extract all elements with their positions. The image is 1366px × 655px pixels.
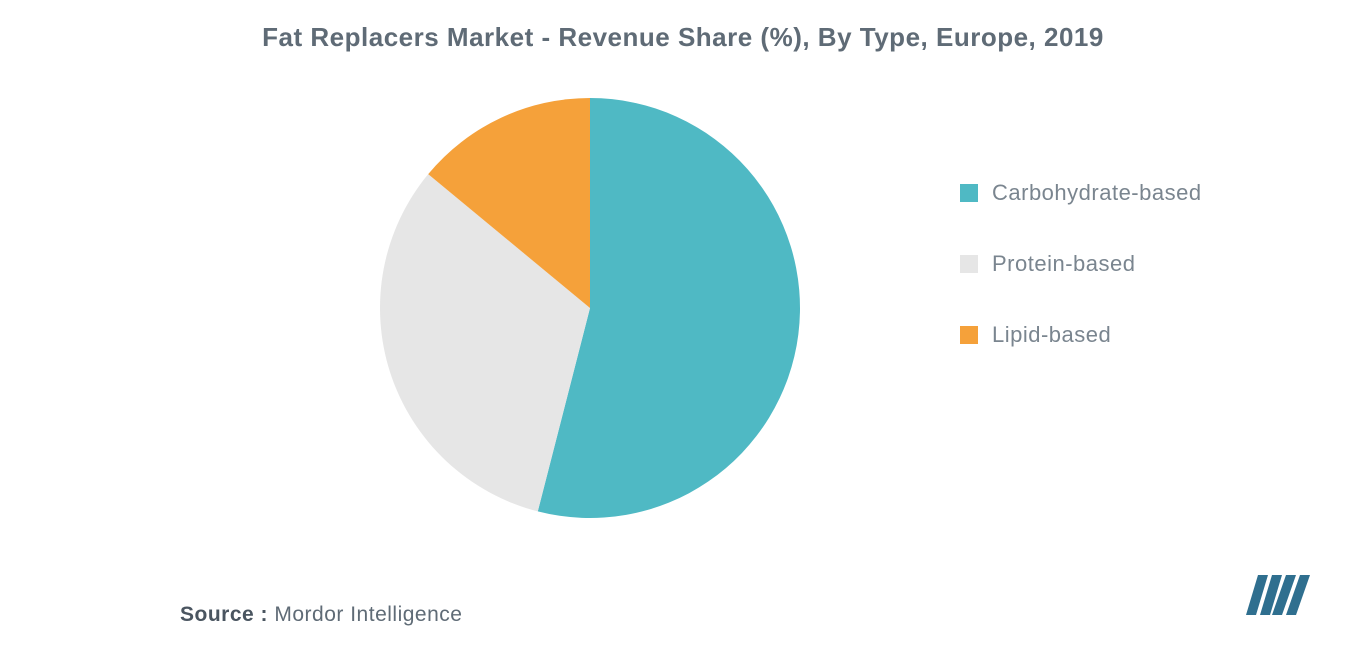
legend-item: Protein-based: [960, 251, 1202, 277]
source-key: Source :: [180, 603, 268, 626]
chart-title: Fat Replacers Market - Revenue Share (%)…: [0, 0, 1366, 53]
legend-item: Lipid-based: [960, 322, 1202, 348]
pie-chart: [378, 96, 802, 520]
brand-logo-icon: [1242, 571, 1318, 619]
legend-swatch: [960, 326, 978, 344]
legend-swatch: [960, 184, 978, 202]
legend-label: Carbohydrate-based: [992, 180, 1202, 206]
source-attribution: Source : Mordor Intelligence: [180, 603, 462, 627]
legend-item: Carbohydrate-based: [960, 180, 1202, 206]
chart-area: Carbohydrate-based Protein-based Lipid-bas…: [0, 70, 1366, 575]
legend-swatch: [960, 255, 978, 273]
legend: Carbohydrate-based Protein-based Lipid-bas…: [960, 180, 1202, 348]
legend-label: Protein-based: [992, 251, 1135, 277]
legend-label: Lipid-based: [992, 322, 1111, 348]
source-value: Mordor Intelligence: [268, 603, 462, 626]
